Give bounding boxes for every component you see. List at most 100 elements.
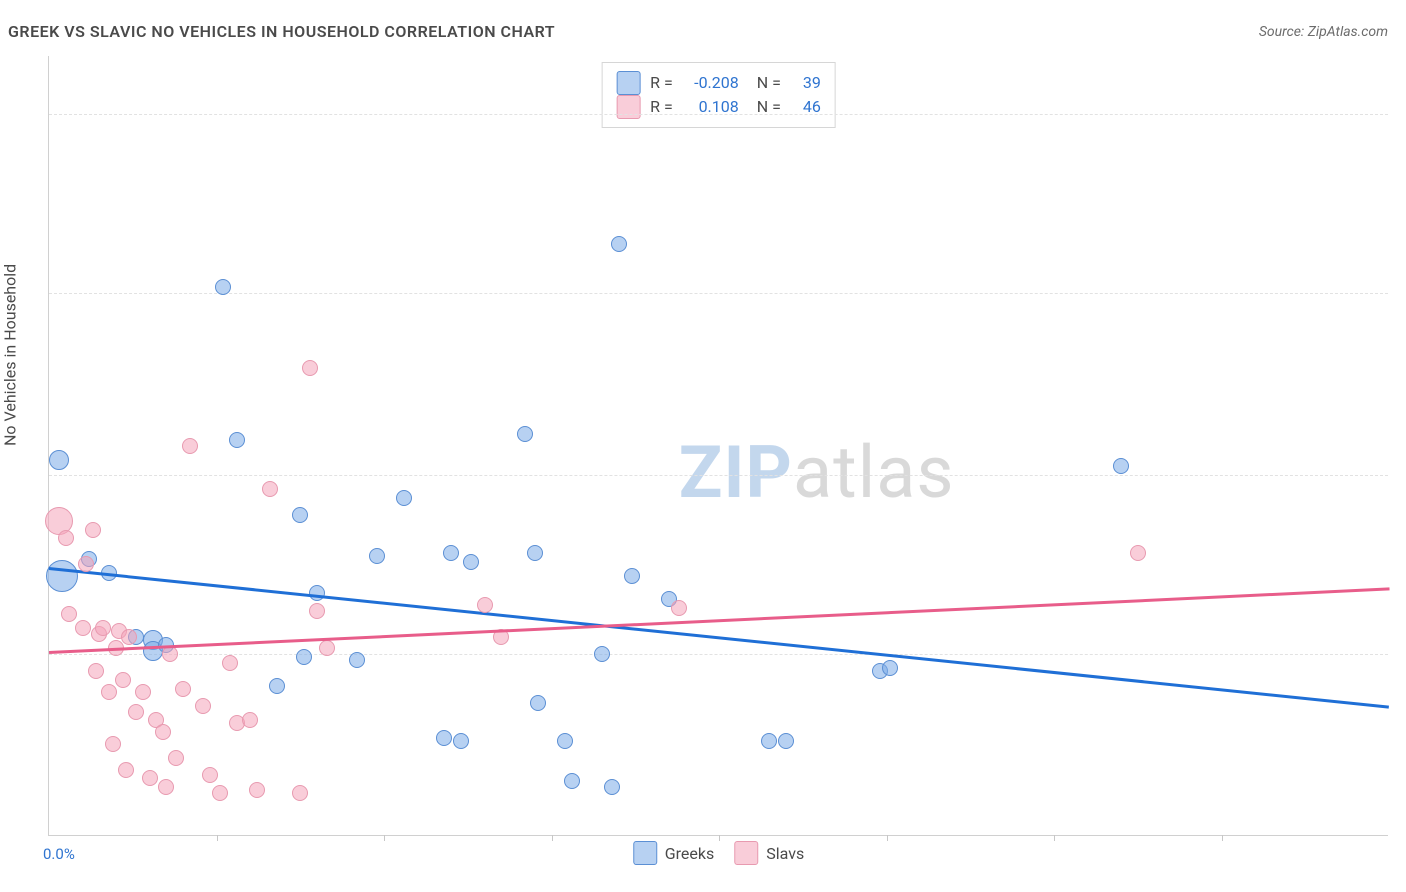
series-legend: Greeks Slavs bbox=[633, 841, 805, 865]
data-point bbox=[155, 724, 171, 740]
data-point bbox=[78, 556, 94, 572]
data-point bbox=[557, 733, 573, 749]
legend-swatch bbox=[734, 841, 758, 865]
data-point bbox=[296, 649, 312, 665]
legend-item: Slavs bbox=[734, 841, 804, 865]
data-point bbox=[162, 646, 178, 662]
legend-r-value: -0.208 bbox=[683, 71, 739, 95]
data-point bbox=[269, 678, 285, 694]
data-point bbox=[101, 684, 117, 700]
legend-swatch bbox=[616, 95, 640, 119]
watermark-bold: ZIP bbox=[679, 430, 793, 515]
data-point bbox=[262, 481, 278, 497]
data-point bbox=[46, 560, 78, 592]
data-point bbox=[604, 779, 620, 795]
data-point bbox=[158, 779, 174, 795]
x-tick bbox=[719, 835, 720, 841]
data-point bbox=[118, 762, 134, 778]
gridline bbox=[49, 114, 1388, 115]
legend-r-label: R = bbox=[650, 71, 673, 95]
legend-label: Slavs bbox=[766, 844, 804, 863]
data-point bbox=[302, 360, 318, 376]
x-tick bbox=[1222, 835, 1223, 841]
data-point bbox=[436, 730, 452, 746]
data-point bbox=[292, 785, 308, 801]
legend-n-label: N = bbox=[749, 95, 781, 119]
data-point bbox=[242, 712, 258, 728]
data-point bbox=[671, 600, 687, 616]
chart-title: GREEK VS SLAVIC NO VEHICLES IN HOUSEHOLD… bbox=[8, 22, 555, 41]
gridline bbox=[49, 475, 1388, 476]
data-point bbox=[115, 672, 131, 688]
legend-n-value: 46 bbox=[791, 95, 821, 119]
data-point bbox=[369, 548, 385, 564]
legend-swatch bbox=[633, 841, 657, 865]
data-point bbox=[128, 704, 144, 720]
data-point bbox=[58, 530, 74, 546]
data-point bbox=[195, 698, 211, 714]
data-point bbox=[212, 785, 228, 801]
watermark-text: ZIPatlas bbox=[679, 430, 955, 515]
legend-item: Greeks bbox=[633, 841, 715, 865]
correlation-legend: R = -0.208 N = 39 R = 0.108 N = 46 bbox=[601, 62, 836, 128]
trend-line bbox=[49, 588, 1389, 654]
data-point bbox=[624, 568, 640, 584]
data-point bbox=[761, 733, 777, 749]
y-tick-label: 18.8% bbox=[1393, 284, 1406, 302]
legend-r-label: R = bbox=[650, 95, 673, 119]
data-point bbox=[463, 554, 479, 570]
data-point bbox=[61, 606, 77, 622]
watermark-light: atlas bbox=[793, 430, 955, 515]
data-point bbox=[229, 432, 245, 448]
data-point bbox=[88, 663, 104, 679]
legend-r-value: 0.108 bbox=[683, 95, 739, 119]
data-point bbox=[477, 597, 493, 613]
data-point bbox=[564, 773, 580, 789]
data-point bbox=[175, 681, 191, 697]
legend-n-value: 39 bbox=[791, 71, 821, 95]
data-point bbox=[527, 545, 543, 561]
source-credit: Source: ZipAtlas.com bbox=[1259, 24, 1388, 40]
legend-swatch bbox=[616, 71, 640, 95]
data-point bbox=[75, 620, 91, 636]
data-point bbox=[182, 438, 198, 454]
data-point bbox=[778, 733, 794, 749]
data-point bbox=[168, 750, 184, 766]
data-point bbox=[49, 450, 69, 470]
plot-area: ZIPatlas R =-0.208 N =39R =0.108 N =46 G… bbox=[48, 56, 1388, 836]
data-point bbox=[309, 603, 325, 619]
data-point bbox=[594, 646, 610, 662]
data-point bbox=[530, 695, 546, 711]
data-point bbox=[121, 629, 137, 645]
data-point bbox=[142, 770, 158, 786]
chart-container: GREEK VS SLAVIC NO VEHICLES IN HOUSEHOLD… bbox=[0, 0, 1406, 892]
legend-n-label: N = bbox=[749, 71, 781, 95]
data-point bbox=[319, 640, 335, 656]
gridline bbox=[49, 654, 1388, 655]
y-tick-label: 6.3% bbox=[1393, 645, 1406, 663]
data-point bbox=[611, 236, 627, 252]
x-tick bbox=[217, 835, 218, 841]
data-point bbox=[292, 507, 308, 523]
data-point bbox=[349, 652, 365, 668]
data-point bbox=[443, 545, 459, 561]
y-tick-label: 12.5% bbox=[1393, 466, 1406, 484]
data-point bbox=[222, 655, 238, 671]
legend-row: R = 0.108 N = 46 bbox=[616, 95, 821, 119]
data-point bbox=[202, 767, 218, 783]
data-point bbox=[85, 522, 101, 538]
data-point bbox=[453, 733, 469, 749]
x-tick bbox=[384, 835, 385, 841]
data-point bbox=[882, 660, 898, 676]
x-tick bbox=[552, 835, 553, 841]
legend-row: R = -0.208 N = 39 bbox=[616, 71, 821, 95]
x-min-label: 0.0% bbox=[43, 845, 75, 863]
y-axis-label: No Vehicles in Household bbox=[1, 264, 20, 446]
y-tick-label: 25.0% bbox=[1393, 105, 1406, 123]
legend-label: Greeks bbox=[665, 844, 715, 863]
data-point bbox=[105, 736, 121, 752]
data-point bbox=[95, 620, 111, 636]
x-tick bbox=[887, 835, 888, 841]
trend-line bbox=[49, 567, 1389, 708]
data-point bbox=[1113, 458, 1129, 474]
